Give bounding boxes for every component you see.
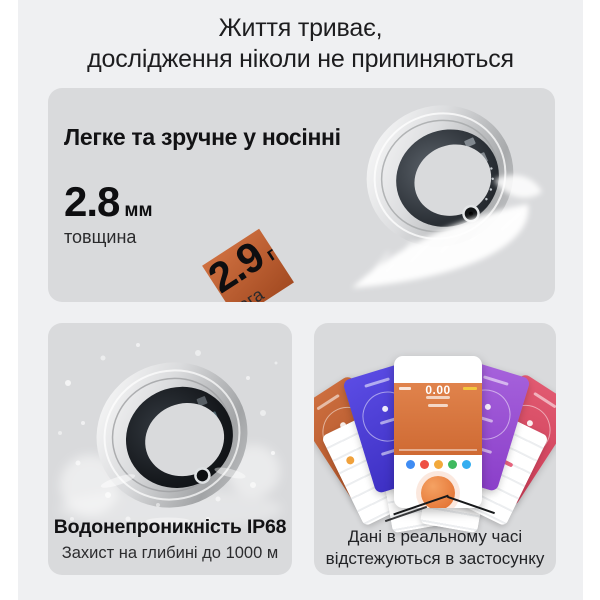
content-area: Життя триває, дослідження ніколи не прип… [18, 0, 583, 600]
app-home-header: 0.00 [394, 383, 482, 455]
app-screen-home: 0.00 [394, 356, 482, 508]
feature-heading: Легке та зручне у носінні [64, 124, 341, 150]
waterproof-card: Водонепроникність IP68 Захист на глибині… [48, 323, 292, 575]
app-caption-line1: Дані в реальному часі [347, 527, 523, 546]
feather-graphic [352, 175, 542, 288]
stat-label: товщина [64, 227, 137, 247]
smart-ring-feather-image [352, 105, 542, 288]
icon-orange [433, 460, 443, 469]
icon-green [447, 460, 457, 469]
stat-weight: 2.9г вага [200, 228, 295, 302]
smart-ring-graphic [366, 105, 514, 247]
splash-droplets [58, 343, 278, 525]
app-card: 0.00 [314, 323, 556, 575]
app-screen-value: 0.00 [425, 383, 451, 397]
app-category-icons [394, 460, 482, 469]
stat-thickness: 2.8 мм товщина [64, 181, 153, 247]
waterproof-subheading: Захист на глибині до 1000 м [61, 544, 279, 562]
page-title-line1: Життя триває, [218, 14, 383, 42]
waterproof-heading: Водонепроникність IP68 [53, 516, 287, 538]
ring-graphic [96, 362, 248, 508]
ring-water-splash-image [58, 343, 282, 529]
feature-card: Легке та зручне у носінні 2.8 мм товщина … [48, 88, 555, 302]
icon-red [419, 460, 429, 469]
app-caption-line2: відстежуються в застосунку [325, 548, 545, 568]
page-title: Життя триває, дослідження ніколи не прип… [18, 13, 583, 75]
page-title-line2: дослідження ніколи не припиняються [87, 45, 514, 73]
app-screens-fan: 0.00 [314, 323, 556, 534]
icon-blue [405, 460, 415, 469]
stat-value: 2.8 [64, 178, 120, 225]
measure-button-graphic [421, 476, 455, 508]
icon-lightblue [461, 460, 471, 469]
stat-unit: мм [124, 200, 153, 221]
app-caption: Дані в реальному часі відстежуються в за… [314, 526, 556, 569]
